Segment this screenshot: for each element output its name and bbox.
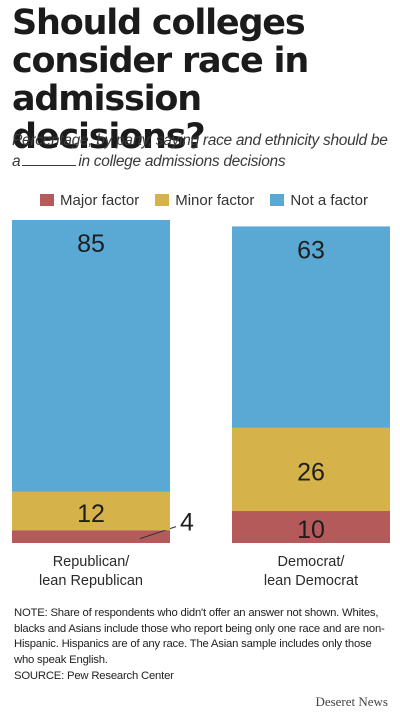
bar-segment-not-1	[12, 220, 170, 492]
subtitle-text-after: in college admissions decisions	[78, 153, 286, 170]
chart-subtitle: Percentage, by party, saying race and et…	[12, 130, 394, 172]
legend-item-not: Not a factor	[270, 192, 368, 209]
data-label-major-1: 4	[180, 509, 194, 537]
category-label-1: Republican/lean Republican	[39, 554, 143, 589]
bar-segment-major-2	[232, 511, 390, 543]
bar-segment-minor-1	[12, 491, 170, 531]
data-label-minor-2: 26	[297, 458, 325, 486]
subtitle-blank	[22, 153, 77, 166]
subtitle-text-before: Percentage, by party, saying race and et…	[12, 132, 388, 170]
legend-item-major: Major factor	[40, 192, 139, 209]
data-label-major-2: 10	[297, 516, 325, 544]
legend-swatch-major	[40, 194, 54, 206]
bar-segment-not-2	[232, 226, 390, 428]
chart-source: SOURCE: Pew Research Center	[14, 670, 174, 682]
data-label-not-1: 85	[77, 230, 105, 258]
category-label-2: Democrat/lean Democrat	[264, 554, 358, 589]
bar-segment-minor-2	[232, 427, 390, 512]
bar-segment-major-1	[12, 530, 170, 543]
legend-item-minor: Minor factor	[155, 192, 254, 209]
publisher-credit: Deseret News	[315, 694, 388, 709]
chart-title: Should colleges consider race in admissi…	[12, 3, 309, 157]
stacked-bar-chart: 4 12 85 Republican/lean Republican 10 26 63 Dem…	[12, 220, 390, 589]
legend-label-minor: Minor factor	[175, 191, 255, 209]
legend-swatch-minor	[155, 194, 170, 206]
legend-label-not: Not a factor	[290, 191, 368, 209]
data-label-minor-1: 12	[77, 500, 105, 528]
chart-legend: Major factor Minor factor Not a factor	[40, 190, 384, 210]
data-label-not-2: 63	[297, 236, 325, 264]
legend-swatch-not	[270, 194, 285, 206]
legend-label-major: Major factor	[60, 191, 140, 209]
chart-note: NOTE: Share of respondents who didn't of…	[14, 607, 385, 666]
